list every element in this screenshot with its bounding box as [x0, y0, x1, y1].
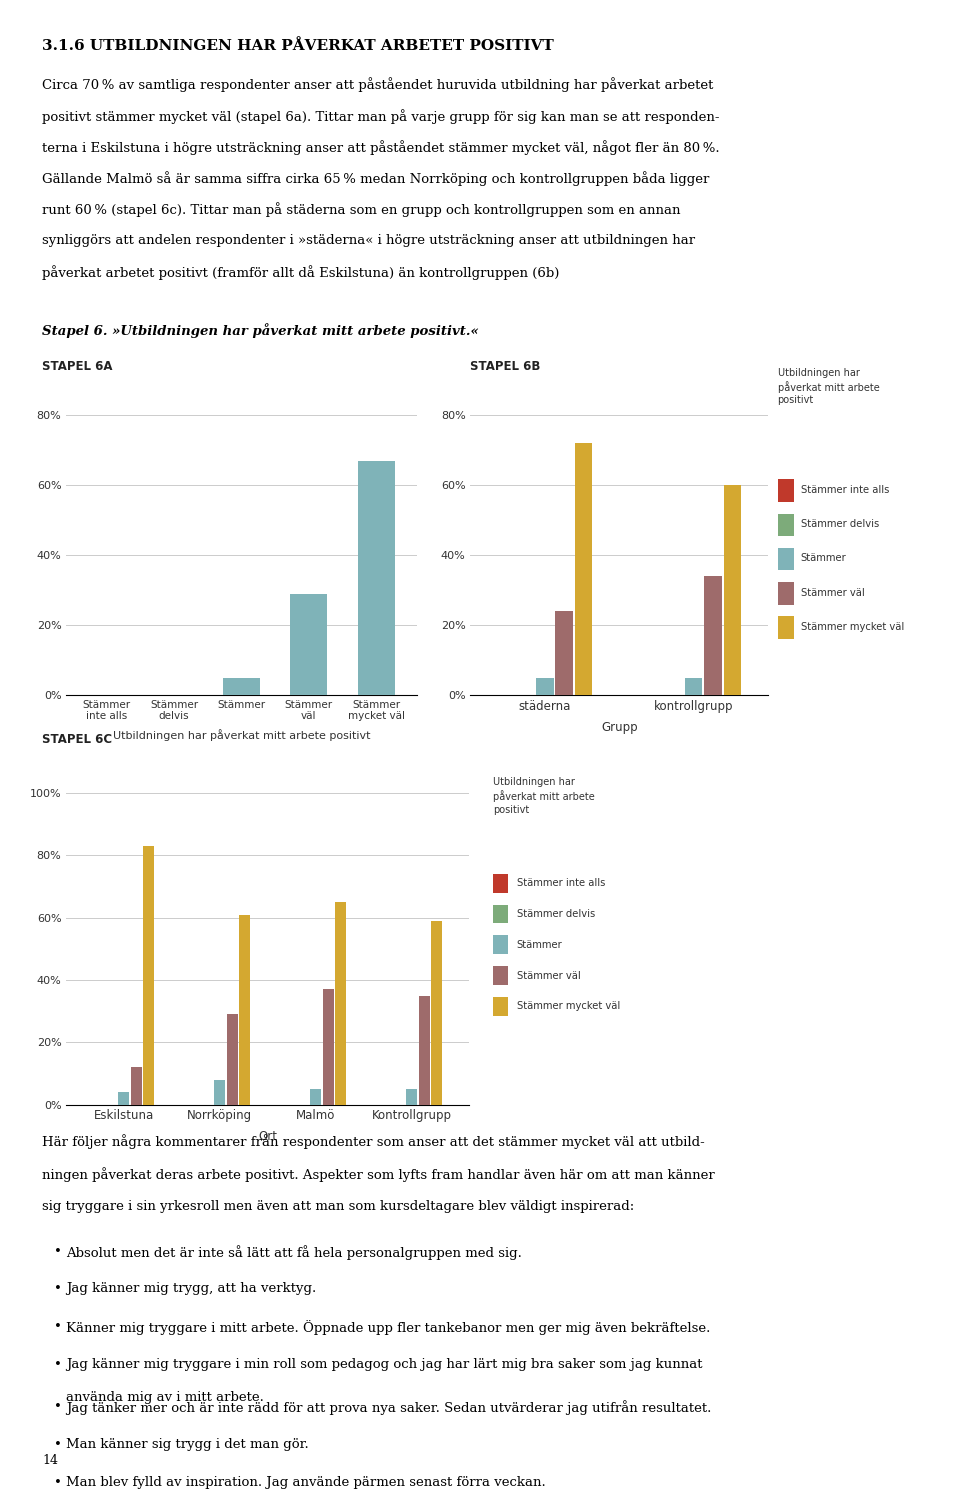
- Text: påverkat arbetet positivt (framför allt då Eskilstuna) än kontrollgruppen (6b): påverkat arbetet positivt (framför allt …: [42, 265, 560, 280]
- Text: synliggörs att andelen respondenter i »städerna« i högre utsträckning anser att : synliggörs att andelen respondenter i »s…: [42, 234, 695, 247]
- Text: positivt stämmer mycket väl (stapel 6a). Tittar man på varje grupp för sig kan m: positivt stämmer mycket väl (stapel 6a).…: [42, 109, 720, 124]
- Bar: [310, 1090, 322, 1105]
- Bar: [493, 905, 508, 923]
- Bar: [323, 989, 334, 1105]
- Bar: [335, 902, 347, 1105]
- Text: STAPEL 6B: STAPEL 6B: [470, 360, 540, 374]
- Text: Stämmer väl: Stämmer väl: [801, 588, 864, 597]
- Text: Stämmer inte alls: Stämmer inte alls: [801, 485, 889, 494]
- Bar: [227, 1014, 238, 1105]
- Bar: [536, 677, 554, 695]
- Text: Stämmer mycket väl: Stämmer mycket väl: [516, 1002, 620, 1011]
- Text: ningen påverkat deras arbete positivt. Aspekter som lyfts fram handlar även här : ningen påverkat deras arbete positivt. A…: [42, 1167, 715, 1182]
- Text: Stämmer delvis: Stämmer delvis: [516, 908, 595, 919]
- Text: STAPEL 6C: STAPEL 6C: [42, 733, 112, 746]
- Text: Man blev fylld av inspiration. Jag använde pärmen senast förra veckan.: Man blev fylld av inspiration. Jag använ…: [66, 1476, 546, 1489]
- Bar: [143, 846, 155, 1105]
- Bar: [778, 479, 794, 502]
- Bar: [239, 914, 251, 1105]
- Text: Stämmer mycket väl: Stämmer mycket väl: [801, 622, 904, 631]
- Bar: [575, 444, 592, 695]
- X-axis label: Ort: Ort: [258, 1130, 277, 1144]
- Bar: [406, 1090, 418, 1105]
- Bar: [493, 998, 508, 1015]
- Text: använda mig av i mitt arbete.: använda mig av i mitt arbete.: [66, 1391, 264, 1404]
- Text: •: •: [54, 1476, 61, 1489]
- Bar: [778, 548, 794, 570]
- Text: Circa 70 % av samtliga respondenter anser att påståendet huruvida utbildning har: Circa 70 % av samtliga respondenter anse…: [42, 77, 713, 92]
- Bar: [358, 460, 395, 695]
- Text: Utbildningen har
påverkat mitt arbete
positivt: Utbildningen har påverkat mitt arbete po…: [778, 368, 879, 405]
- Bar: [493, 874, 508, 892]
- Text: Stämmer: Stämmer: [516, 940, 563, 950]
- Text: 14: 14: [42, 1453, 59, 1467]
- Bar: [778, 582, 794, 605]
- Text: STAPEL 6A: STAPEL 6A: [42, 360, 112, 374]
- Text: Jag känner mig trygg, att ha verktyg.: Jag känner mig trygg, att ha verktyg.: [66, 1282, 317, 1295]
- Bar: [724, 485, 741, 695]
- Text: Stämmer: Stämmer: [801, 554, 847, 563]
- Text: •: •: [54, 1358, 61, 1371]
- X-axis label: Grupp: Grupp: [601, 721, 637, 734]
- Bar: [778, 514, 794, 536]
- Text: •: •: [54, 1321, 61, 1333]
- Text: Man känner sig trygg i det man gör.: Man känner sig trygg i det man gör.: [66, 1438, 309, 1452]
- Text: •: •: [54, 1282, 61, 1295]
- Bar: [778, 616, 794, 639]
- Text: Jag känner mig tryggare i min roll som pedagog och jag har lärt mig bra saker so: Jag känner mig tryggare i min roll som p…: [66, 1358, 703, 1371]
- Bar: [493, 966, 508, 986]
- Bar: [118, 1093, 130, 1105]
- Bar: [223, 677, 260, 695]
- Text: Absolut men det är inte så lätt att få hela personalgruppen med sig.: Absolut men det är inte så lätt att få h…: [66, 1245, 522, 1260]
- Text: 3.1.6 UTBILDNINGEN HAR PÅVERKAT ARBETET POSITIVT: 3.1.6 UTBILDNINGEN HAR PÅVERKAT ARBETET …: [42, 39, 554, 52]
- Text: terna i Eskilstuna i högre utsträckning anser att påståendet stämmer mycket väl,: terna i Eskilstuna i högre utsträckning …: [42, 140, 720, 155]
- X-axis label: Utbildningen har påverkat mitt arbete positivt: Utbildningen har påverkat mitt arbete po…: [112, 730, 371, 742]
- Text: Här följer några kommentarer från respondenter som anser att det stämmer mycket : Här följer några kommentarer från respon…: [42, 1135, 705, 1150]
- Bar: [556, 612, 573, 695]
- Text: Stämmer inte alls: Stämmer inte alls: [516, 879, 605, 887]
- Text: Gällande Malmö så är samma siffra cirka 65 % medan Norrköping och kontrollgruppe: Gällande Malmö så är samma siffra cirka …: [42, 171, 709, 186]
- Text: Jag tänker mer och är inte rädd för att prova nya saker. Sedan utvärderar jag ut: Jag tänker mer och är inte rädd för att …: [66, 1401, 711, 1415]
- Text: Stämmer väl: Stämmer väl: [516, 971, 581, 981]
- Bar: [431, 920, 443, 1105]
- Bar: [131, 1068, 142, 1105]
- Bar: [419, 996, 430, 1105]
- Bar: [684, 677, 703, 695]
- Bar: [214, 1080, 226, 1105]
- Text: •: •: [54, 1245, 61, 1258]
- Text: runt 60 % (stapel 6c). Tittar man på städerna som en grupp och kontrollgruppen s: runt 60 % (stapel 6c). Tittar man på stä…: [42, 203, 681, 217]
- Text: Stämmer delvis: Stämmer delvis: [801, 520, 879, 529]
- Text: Stapel 6. »Utbildningen har påverkat mitt arbete positivt.«: Stapel 6. »Utbildningen har påverkat mit…: [42, 323, 479, 338]
- Bar: [493, 935, 508, 954]
- Text: Utbildningen har
påverkat mitt arbete
positivt: Utbildningen har påverkat mitt arbete po…: [493, 777, 595, 814]
- Text: sig tryggare i sin yrkesroll men även att man som kursdeltagare blev väldigt ins: sig tryggare i sin yrkesroll men även at…: [42, 1200, 635, 1214]
- Text: Känner mig tryggare i mitt arbete. Öppnade upp fler tankebanor men ger mig även : Känner mig tryggare i mitt arbete. Öppna…: [66, 1321, 710, 1336]
- Text: •: •: [54, 1438, 61, 1452]
- Bar: [290, 594, 327, 695]
- Bar: [705, 576, 722, 695]
- Text: •: •: [54, 1401, 61, 1413]
